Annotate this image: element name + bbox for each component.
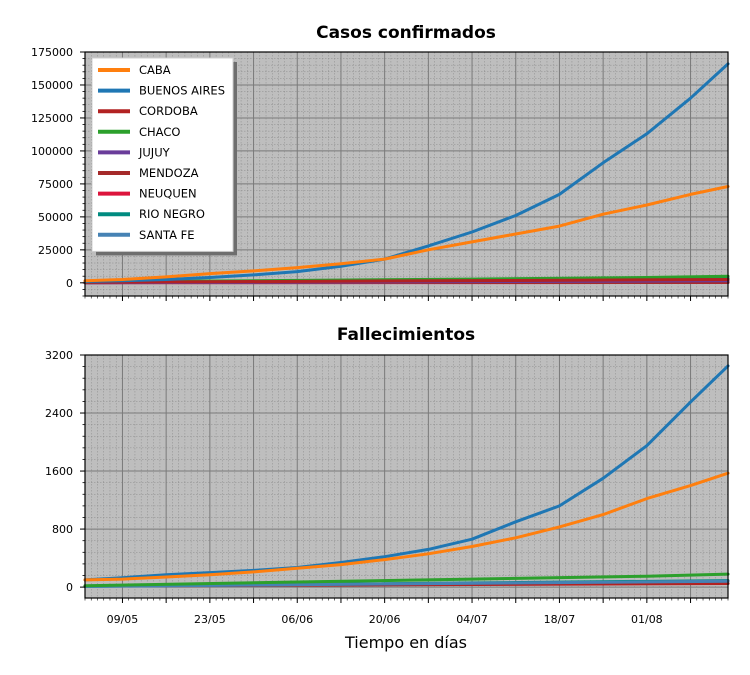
series-line-cordoba [83,278,730,284]
subplot-casos: Casos confirmados 0 25000 50000 75000 100000… [31,23,730,301]
x-tick-label: 04/07 [456,613,488,626]
y-tick-label: 800 [52,523,73,536]
chart-title-casos: Casos confirmados [316,23,496,43]
series-line-buenos-aires [83,62,730,283]
series-line-series-1 [83,364,730,582]
y-tick-label: 25000 [38,244,73,257]
y-tick-label: 100000 [31,145,73,158]
legend-label: SANTA FE [139,228,195,242]
x-tick-label: 09/05 [107,613,139,626]
axes-frame [84,51,729,297]
grid [84,354,729,598]
legend-label: RIO NEGRO [139,207,205,221]
x-tick-label: 20/06 [369,613,401,626]
legend-label: NEUQUEN [139,187,197,201]
x-tick-label: 06/06 [281,613,313,626]
legend-label: MENDOZA [139,166,199,180]
legend-label: BUENOS AIRES [139,84,225,98]
legend-label: CORDOBA [139,104,198,118]
y-tick-label: 1600 [45,465,73,478]
x-tick-label: 23/05 [194,613,226,626]
y-tick-label: 50000 [38,211,73,224]
legend: CABA BUENOS AIRES CORDOBA CHACO JUJUY MENDOZA… [91,57,237,256]
y-tick-label: 3200 [45,349,73,362]
y-tick-label: 75000 [38,178,73,191]
legend-label: JUJUY [138,145,171,159]
legend-label: CABA [139,63,171,77]
series-group [83,364,730,588]
series-line-series-3 [83,579,730,588]
plot-area [85,355,728,598]
x-tick-label: 01/08 [631,613,663,626]
y-tick-label: 150000 [31,79,73,92]
subplot-fallecimientos: Fallecimientos Tiempo en días 0 800 1600 24… [45,325,730,652]
y-tick-label: 0 [66,277,73,290]
y-tick-label: 2400 [45,407,73,420]
legend-label: CHACO [139,125,180,139]
series-line-caba [83,185,730,283]
series-line-series-0 [83,471,730,582]
x-tick-label: 18/07 [544,613,576,626]
y-tick-label: 175000 [31,46,73,59]
series-group [83,62,730,285]
y-tick-label: 0 [66,581,73,594]
series-line-series-2 [83,572,730,588]
x-axis-label: Tiempo en días [344,633,467,652]
y-tick-label: 125000 [31,112,73,125]
chart-title-fallecimientos: Fallecimientos [337,325,475,345]
axes-frame [84,354,729,599]
